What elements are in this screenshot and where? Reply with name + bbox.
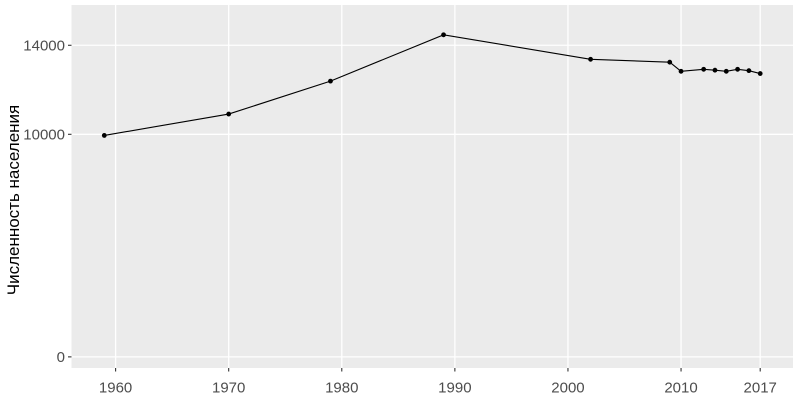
data-point <box>746 68 752 74</box>
y-tick-label: 14000 <box>23 38 65 55</box>
data-point <box>723 68 729 74</box>
data-point <box>667 59 673 65</box>
data-point <box>735 66 740 72</box>
x-tick-label: 1960 <box>99 380 132 397</box>
y-tick-label: 0 <box>57 349 65 366</box>
x-tick-label: 1990 <box>438 380 471 397</box>
plot-panel <box>71 5 793 368</box>
data-point <box>441 32 446 38</box>
data-point <box>678 68 684 74</box>
data-point <box>328 78 333 84</box>
y-axis-title: Численность населения <box>4 105 23 296</box>
data-point <box>101 133 107 138</box>
data-point <box>757 71 763 76</box>
x-tick-label: 2010 <box>664 380 697 397</box>
x-tick-label: 1970 <box>212 380 245 397</box>
data-point <box>588 56 593 62</box>
x-tick-label: 2000 <box>551 380 584 397</box>
data-point <box>226 111 232 117</box>
data-point <box>712 67 718 73</box>
y-tick-label: 10000 <box>23 127 65 144</box>
x-tick-label: 2017 <box>744 380 777 397</box>
data-point <box>701 66 707 72</box>
plot-panel-layer: 0 10000 14000 1960 1970 1980 1990 2000 2010 2017 <box>23 5 793 397</box>
x-tick-label: 1980 <box>325 380 358 397</box>
